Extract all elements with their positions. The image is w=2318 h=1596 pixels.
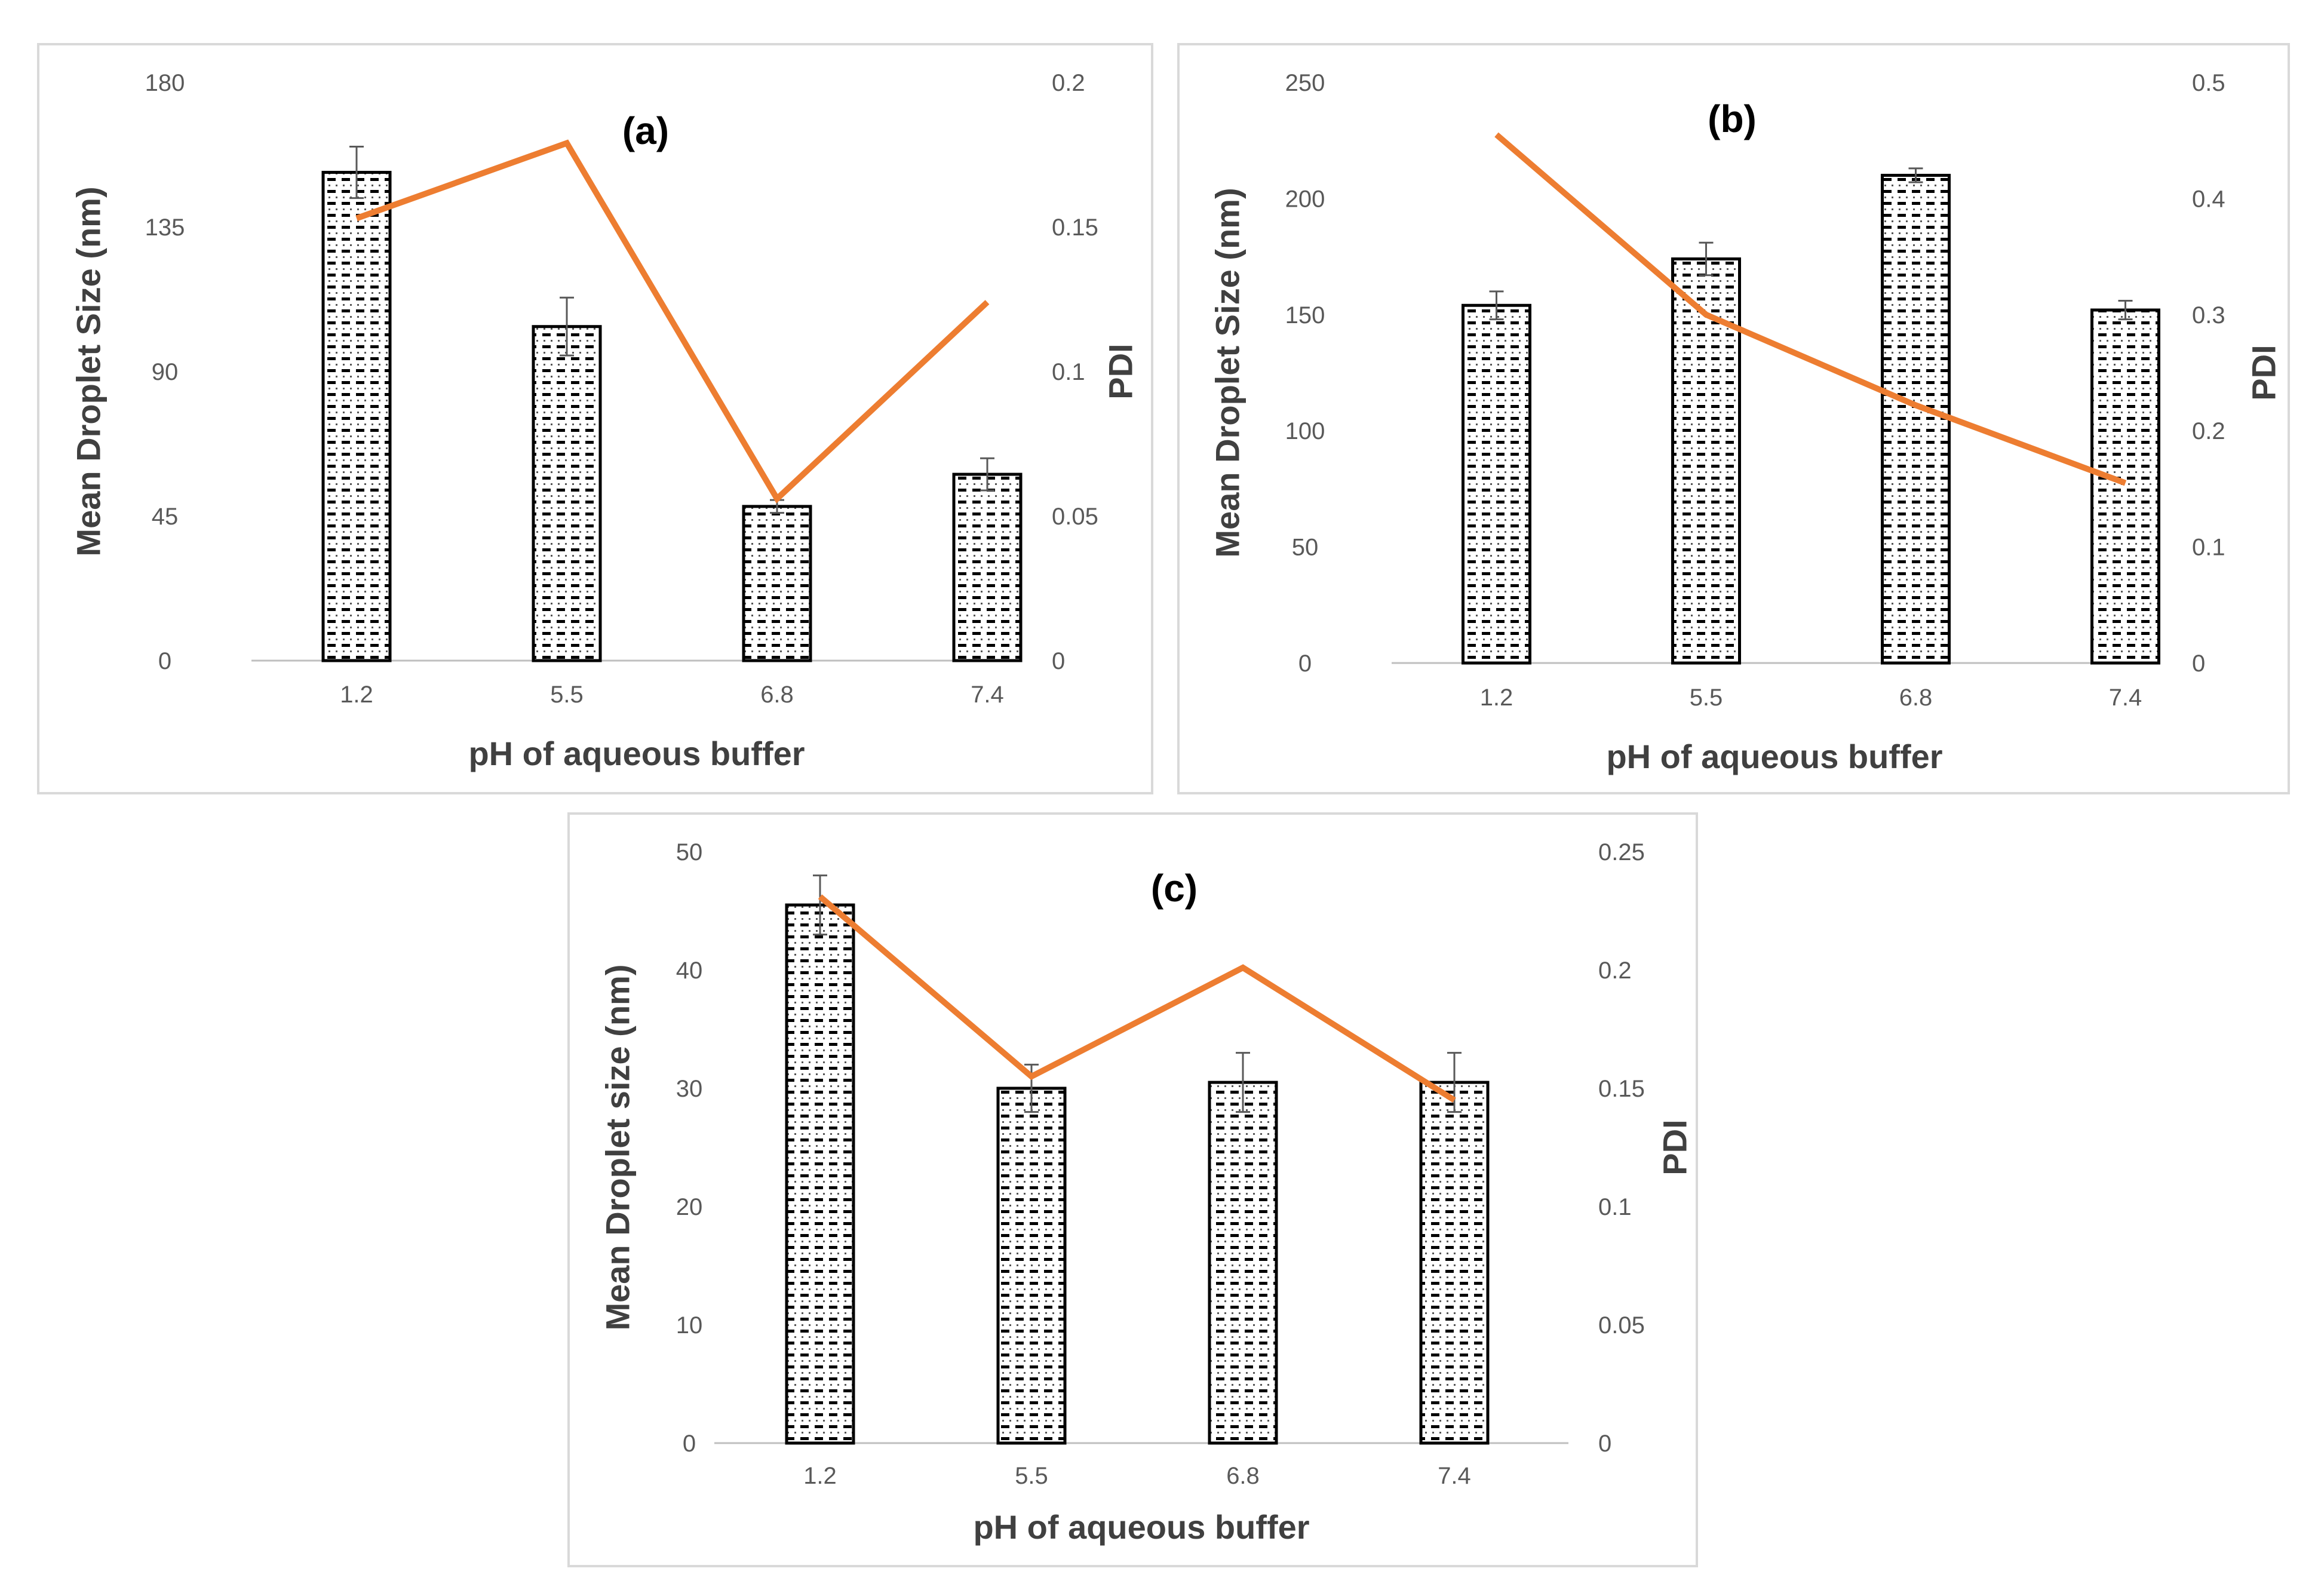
y2-tick-label-b: 0.1 — [2192, 535, 2225, 561]
bar-a — [532, 325, 602, 662]
error-bar-a — [980, 457, 994, 492]
chart-panel-a: 0 45 90 135 180 0 0.05 0.1 0.15 0.2 1.2 5.5 6.8 7.4 (a… — [37, 43, 1153, 794]
bar-c — [1208, 1081, 1278, 1445]
y2-tick-label-c: 0.15 — [1598, 1076, 1645, 1102]
bar-c — [996, 1086, 1067, 1445]
y-tick-label-c: 10 — [676, 1312, 703, 1339]
bar-a — [952, 472, 1023, 662]
y2-tick-label-a: 0.1 — [1052, 359, 1085, 385]
error-bar-a — [560, 296, 574, 357]
y-tick-label-c: 30 — [676, 1076, 703, 1102]
y-tick-label-a: 0 — [158, 648, 171, 674]
y-tick-label-a: 90 — [152, 359, 179, 385]
x-tick-label-a: 5.5 — [550, 682, 584, 708]
y-tick-label-a: 180 — [145, 70, 185, 96]
y2-tick-label-c: 0.2 — [1598, 957, 1632, 984]
x-tick-label-c: 5.5 — [1015, 1463, 1048, 1489]
y-tick-label-c: 20 — [676, 1194, 703, 1220]
y2-axis-title-c: PDI — [1656, 1119, 1694, 1175]
error-bar-b — [1699, 241, 1714, 277]
y2-tick-label-c: 0.05 — [1598, 1312, 1645, 1339]
y-tick-label-b: 100 — [1285, 418, 1325, 444]
y2-tick-label-a: 0.15 — [1052, 214, 1098, 241]
x-tick-label-c: 1.2 — [803, 1463, 837, 1489]
pdi-line-a — [355, 139, 990, 504]
panel-label-a: (a) — [622, 109, 669, 152]
bar-b — [2090, 308, 2160, 665]
bar-b — [1881, 174, 1951, 665]
chart-svg-a: 0 45 90 135 180 0 0.05 0.1 0.15 0.2 1.2 5.5 6.8 7.4 (a… — [70, 70, 1140, 772]
bar-b — [1462, 303, 1531, 665]
error-bar-c — [1447, 1052, 1462, 1113]
y-tick-label-b: 0 — [1298, 650, 1312, 677]
y-tick-label-b: 50 — [1292, 535, 1319, 561]
error-bar-c — [1236, 1052, 1250, 1113]
chart-panel-b: 0 50 100 150 200 250 0 0.1 0.2 0.3 0.4 0.5 1.2 5.5 6.8… — [1177, 43, 2290, 794]
y-tick-label-b: 150 — [1285, 302, 1325, 329]
panel-label-c: (c) — [1151, 867, 1198, 910]
y2-tick-label-b: 0 — [2192, 650, 2205, 677]
x-tick-label-c: 7.4 — [1438, 1463, 1471, 1489]
y-tick-label-b: 200 — [1285, 186, 1325, 212]
x-tick-label-a: 7.4 — [971, 682, 1004, 708]
bar-c — [1419, 1081, 1490, 1445]
chart-svg-c: 0 10 20 30 40 50 0 0.05 0.1 0.15 0.2 0.25 1.2 5.5 6.8 7… — [599, 839, 1694, 1546]
error-bar-b — [1489, 290, 1504, 321]
x-tick-label-b: 7.4 — [2109, 685, 2142, 711]
y2-tick-label-a: 0 — [1052, 648, 1065, 674]
y-tick-label-c: 40 — [676, 957, 703, 984]
chart-svg-b: 0 50 100 150 200 250 0 0.1 0.2 0.3 0.4 0.5 1.2 5.5 6.8… — [1209, 70, 2283, 775]
pdi-line-b — [1494, 132, 2127, 486]
x-tick-label-b: 5.5 — [1690, 685, 1723, 711]
y-tick-label-b: 250 — [1285, 70, 1325, 96]
x-tick-label-a: 6.8 — [760, 682, 794, 708]
y2-tick-label-b: 0.2 — [2192, 418, 2225, 444]
bar-a — [742, 505, 812, 662]
y2-tick-label-c: 0.1 — [1598, 1194, 1632, 1220]
y-tick-label-a: 45 — [152, 504, 179, 530]
y-tick-label-c: 50 — [676, 839, 703, 865]
pdi-line-c — [818, 894, 1456, 1103]
bar-c — [785, 903, 855, 1445]
y2-tick-label-c: 0.25 — [1598, 839, 1645, 865]
bar-a — [321, 171, 392, 662]
chart-panel-c: 0 10 20 30 40 50 0 0.05 0.1 0.15 0.2 0.25 1.2 5.5 6.8 7… — [567, 812, 1698, 1567]
y2-tick-label-a: 0.05 — [1052, 504, 1098, 530]
y2-axis-title-a: PDI — [1102, 343, 1140, 399]
y-axis-title-a: Mean Droplet Size (nm) — [70, 186, 108, 556]
error-bar-c — [1024, 1063, 1039, 1113]
x-tick-label-c: 6.8 — [1226, 1463, 1260, 1489]
error-bar-c — [813, 874, 827, 936]
x-axis-title-c: pH of aqueous buffer — [973, 1508, 1309, 1546]
y2-tick-label-b: 0.5 — [2192, 70, 2225, 96]
y2-tick-label-c: 0 — [1598, 1431, 1611, 1457]
x-tick-label-b: 6.8 — [1899, 685, 1933, 711]
panel-label-b: (b) — [1708, 97, 1757, 140]
error-bar-b — [2118, 299, 2133, 321]
y-axis-title-c: Mean Droplet size (nm) — [599, 965, 637, 1331]
error-bar-b — [1908, 167, 1923, 183]
y2-tick-label-a: 0.2 — [1052, 70, 1085, 96]
x-tick-label-b: 1.2 — [1480, 685, 1513, 711]
y2-tick-label-b: 0.3 — [2192, 302, 2225, 329]
x-axis-title-a: pH of aqueous buffer — [468, 735, 805, 772]
y-axis-title-b: Mean Droplet Size (nm) — [1209, 188, 1246, 557]
y2-tick-label-b: 0.4 — [2192, 186, 2225, 212]
y2-axis-title-b: PDI — [2245, 345, 2283, 400]
x-tick-label-a: 1.2 — [340, 682, 373, 708]
y-tick-label-a: 135 — [145, 214, 185, 241]
error-bar-a — [349, 146, 364, 200]
bar-b — [1671, 257, 1741, 665]
x-axis-title-b: pH of aqueous buffer — [1606, 738, 1942, 775]
y-tick-label-c: 0 — [683, 1431, 696, 1457]
